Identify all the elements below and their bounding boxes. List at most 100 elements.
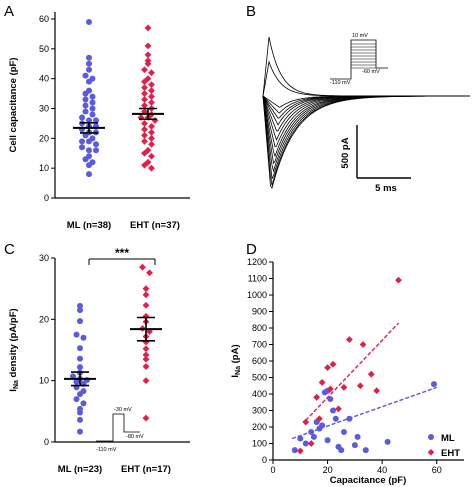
panel-a-ml-point: [82, 102, 89, 109]
panel-a-ml-point: [89, 93, 96, 100]
panel-a-y-tick-label: 30: [39, 104, 49, 114]
panel-a-eht-point: [141, 137, 148, 145]
panel-d-ml-point: [308, 428, 315, 435]
panel-a-y-tick-label: 40: [39, 74, 49, 84]
panel-c-eht-point: [142, 301, 150, 309]
panel-a-ml-point: [93, 147, 99, 154]
panel-a-y-tick-label: 10: [39, 163, 49, 173]
panel-c-eht-point: [142, 291, 150, 299]
panel-b-current-trace: [262, 37, 470, 97]
panel-d-eht-point: [296, 447, 304, 455]
legend-eht-marker: [427, 449, 435, 456]
panel-d-y-tick-label: 600: [252, 356, 267, 366]
panel-a-ml-point: [86, 138, 92, 145]
panel-d-eht-point: [302, 418, 310, 426]
panel-c-protocol-hold: -110 mV: [96, 447, 117, 453]
panel-a-ml-point: [89, 99, 96, 106]
panel-a-ml-point: [79, 144, 85, 151]
panel-a-ml-point: [82, 96, 89, 103]
legend-ml-marker: [428, 434, 434, 440]
panel-d-eht-point: [346, 336, 353, 343]
panel-a-eht-point: [148, 164, 155, 172]
panel-c-eht-point: [142, 285, 150, 293]
panel-a-eht-point: [144, 60, 152, 68]
panel-a-ml-point: [89, 105, 96, 112]
panel-a-ml-point: [82, 108, 89, 115]
panel-a-eht-point: [144, 146, 152, 154]
panel-a-ml-point: [82, 132, 89, 139]
panel-b-current-trace: [262, 60, 470, 97]
panel-d-y-tick-label: 0: [262, 455, 267, 465]
panel-a-y-tick-label: 20: [39, 133, 49, 143]
panel-a-ml-point: [79, 138, 85, 145]
panel-c-eht-point: [142, 355, 150, 363]
panel-d-eht-point: [359, 341, 367, 348]
panel-a-ml-point: [82, 72, 89, 79]
panel-c-ml-point: [73, 396, 80, 403]
panel-a-ml-point: [86, 117, 92, 124]
panel-d-eht-point: [313, 393, 321, 401]
panel-d-eht-point: [326, 385, 334, 393]
panel-d-eht-point: [335, 405, 342, 413]
panel-a-category-eht: EHT (n=37): [130, 220, 180, 231]
panel-c-ml-point: [73, 378, 80, 385]
panel-b-current-trace: [262, 95, 470, 148]
panel-d-eht-point: [324, 364, 331, 371]
panel-d-ml-point: [291, 447, 298, 454]
legend-eht-label: EHT: [441, 448, 460, 459]
panel-d-y-tick-label: 900: [252, 307, 267, 317]
panel-d-ml-point: [346, 415, 353, 422]
panel-d-eht-point: [367, 370, 375, 378]
panel-c-eht-point: [142, 363, 150, 370]
panel-d-ml-point: [332, 415, 339, 422]
panel-c-significance-label: ***: [115, 246, 129, 260]
panel-a-ml-point: [93, 141, 99, 148]
panel-d-ml-point: [338, 447, 345, 454]
panel-a-ml-point: [86, 18, 92, 25]
panel-b-current-trace: [262, 95, 470, 186]
panel-a-eht-point: [141, 66, 148, 74]
panel-c-y-tick-label: 10: [39, 376, 49, 386]
panel-a-ml-point: [86, 66, 92, 73]
panel-letter-c: C: [4, 241, 15, 258]
panel-d-ml-point: [327, 395, 334, 402]
panel-d-ml-point: [362, 447, 369, 454]
panel-b-protocol-hold: -110 mV: [330, 80, 351, 86]
panel-d-ml-point: [297, 435, 304, 442]
panel-b-protocol-step: -60 mV: [362, 69, 380, 75]
panel-c-category-ml: ML (n=23): [58, 464, 102, 475]
panel-c-ml-point: [77, 355, 83, 362]
panel-a-ml-point: [86, 147, 92, 154]
panel-a-eht-point: [144, 51, 152, 59]
panel-a-eht-point: [148, 128, 155, 136]
panel-a-eht-point: [148, 152, 155, 160]
panel-d-y-tick-label: 200: [252, 422, 267, 432]
panel-b-protocol-top: 10 mV: [352, 33, 368, 39]
panel-c-y-tick-label: 20: [39, 314, 49, 324]
panel-d-y-tick-label: 400: [252, 389, 267, 399]
panel-a-eht-point: [148, 99, 155, 106]
panel-a-eht-point: [141, 84, 148, 92]
panel-a-eht-point: [141, 90, 148, 97]
panel-c-eht-point: [142, 312, 150, 320]
panel-c-ml-point: [77, 302, 83, 309]
panel-a-eht-point: [141, 78, 148, 86]
panel-c-ml-point: [77, 307, 83, 314]
panel-c-ml-point: [77, 318, 83, 325]
panel-a-eht-point: [137, 114, 145, 121]
panel-c-eht-point: [142, 338, 150, 346]
legend-ml-label: ML: [441, 433, 455, 444]
panel-a-eht-point: [141, 131, 148, 139]
panel-a-y-tick-label: 60: [39, 14, 49, 24]
panel-d-y-tick-label: 500: [252, 373, 267, 383]
panel-letter-d: D: [246, 241, 257, 258]
panel-d-ml-point: [340, 428, 347, 435]
panel-a-eht-point: [148, 123, 155, 130]
panel-letter-a: A: [4, 3, 14, 20]
panel-d-x-label: Capacitance (pF): [330, 475, 407, 486]
panel-d-y-tick-label: 300: [252, 406, 267, 416]
panel-d-y-tick-label: 800: [252, 323, 267, 333]
panel-b-protocol-inset: 10 mV -60 mV -110 mV: [330, 33, 388, 86]
panel-a-eht-point: [148, 140, 155, 148]
panel-a-eht-point: [148, 93, 155, 100]
